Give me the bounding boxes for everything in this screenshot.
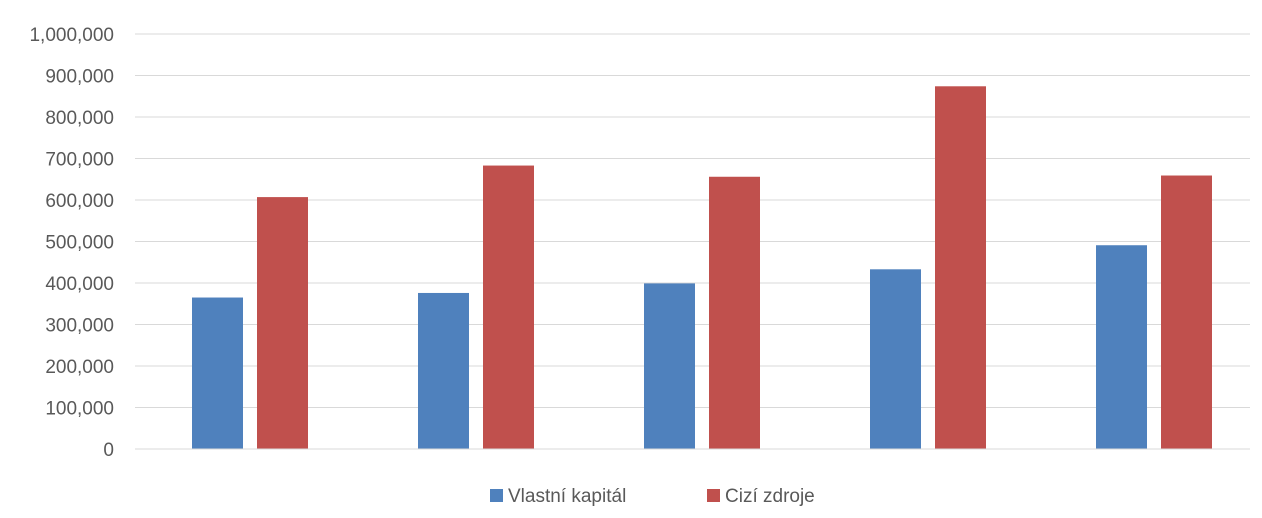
y-tick-label: 600,000	[45, 191, 114, 212]
y-tick-label: 1,000,000	[29, 25, 114, 46]
bar-vlastni-kapital	[192, 297, 243, 449]
legend-swatch	[707, 489, 720, 502]
y-tick-label: 100,000	[45, 399, 114, 420]
bar-cizi-zdroje	[709, 176, 760, 449]
bar-cizi-zdroje	[483, 165, 534, 449]
legend-label: Cizí zdroje	[725, 486, 815, 507]
bar-vlastni-kapital	[418, 292, 469, 449]
y-tick-label: 300,000	[45, 316, 114, 337]
y-axis-tick-labels: 0 100,000 200,000 300,000 400,000 500,000 600,…	[29, 25, 114, 461]
legend: Vlastní kapitál Cizí zdroje	[490, 486, 815, 507]
y-tick-label: 0	[103, 440, 114, 461]
bar-cizi-zdroje	[935, 86, 986, 449]
gridlines	[135, 33, 1250, 408]
bar-cizi-zdroje	[1161, 175, 1212, 449]
legend-label: Vlastní kapitál	[508, 486, 626, 507]
bar-vlastni-kapital	[1096, 245, 1147, 449]
y-tick-label: 500,000	[45, 233, 114, 254]
y-tick-label: 800,000	[45, 108, 114, 129]
bar-vlastni-kapital	[644, 283, 695, 449]
bar-cizi-zdroje	[257, 197, 308, 449]
y-tick-label: 400,000	[45, 274, 114, 295]
bar-vlastni-kapital	[870, 269, 921, 449]
bars	[192, 86, 1212, 449]
y-tick-label: 900,000	[45, 67, 114, 88]
legend-swatch	[490, 489, 503, 502]
y-tick-label: 200,000	[45, 357, 114, 378]
y-tick-label: 700,000	[45, 150, 114, 171]
